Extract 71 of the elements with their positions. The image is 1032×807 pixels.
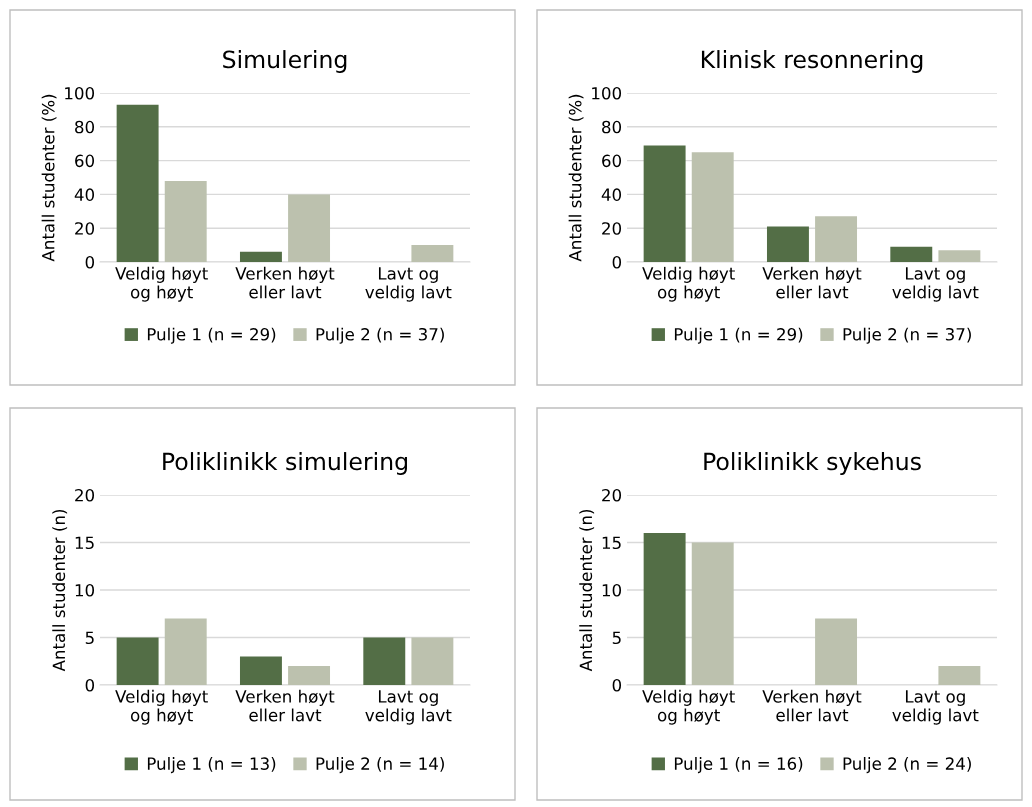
x-tick-label: Lavt og veldig lavt [365, 267, 452, 302]
y-tick-label: 10 [602, 583, 622, 597]
y-tick-label: 0 [612, 678, 622, 692]
x-tick-label: Verken høyt eller lavt [235, 689, 335, 722]
bar [363, 637, 406, 685]
y-tick-label: 10 [75, 583, 95, 597]
y-tick-label: 20 [602, 488, 622, 502]
x-tick-label: Verken høyt eller lavt [762, 689, 862, 722]
y-tick-label: 15 [602, 536, 621, 550]
y-axis-title: Antall studenter (%) [41, 94, 57, 262]
y-tick-label: 40 [74, 188, 95, 201]
bar [239, 251, 282, 262]
bar [411, 637, 454, 685]
y-tick-label: 100 [592, 86, 622, 100]
y-tick-label: 20 [75, 222, 95, 235]
x-tick-label: Lavt og veldig lavt [365, 690, 452, 725]
bar [938, 666, 981, 685]
bar [116, 104, 159, 262]
x-tick-label: Veldig høyt og høyt [642, 689, 735, 725]
bar [890, 246, 933, 262]
y-tick-label: 5 [85, 631, 94, 645]
chart-title: Poliklinikk simulering [163, 452, 407, 475]
y-tick-label: 100 [65, 86, 95, 100]
legend-label: Pulje 2 (n = 24) [843, 757, 971, 774]
bar [164, 180, 207, 262]
bar [691, 542, 734, 685]
bar [116, 637, 159, 685]
bar [815, 618, 858, 685]
y-tick-label: 60 [75, 154, 95, 168]
legend-label: Pulje 1 (n = 29) [147, 327, 276, 344]
y-axis-title: Antall studenter (n) [52, 509, 68, 672]
y-tick-label: 20 [75, 488, 95, 502]
x-tick-label: Veldig høyt og høyt [642, 266, 735, 302]
bar [288, 666, 331, 685]
bar [288, 194, 331, 262]
x-tick-label: Veldig høyt og høyt [115, 689, 208, 725]
legend-label: Pulje 2 (n = 14) [316, 757, 444, 774]
x-tick-label: Veldig høyt og høyt [115, 266, 208, 302]
bar [815, 216, 858, 262]
y-tick-label: 0 [85, 678, 95, 692]
x-tick-label: Verken høyt eller lavt [235, 266, 335, 299]
chart-title: Simulering [223, 50, 347, 73]
legend-label: Pulje 2 (n = 37) [843, 327, 971, 344]
x-tick-label: Lavt og veldig lavt [892, 690, 979, 725]
y-tick-label: 80 [75, 120, 95, 134]
y-axis-title: Antall studenter (n) [579, 509, 595, 672]
bar [411, 245, 454, 262]
bar [766, 226, 809, 262]
chart-title: Klinisk resonnering [701, 50, 923, 73]
y-tick-label: 0 [85, 255, 95, 269]
bar [164, 618, 207, 685]
bar [239, 656, 282, 685]
legend-label: Pulje 1 (n = 13) [147, 757, 276, 774]
y-tick-label: 5 [612, 631, 621, 645]
y-tick-label: 40 [601, 188, 622, 201]
y-tick-label: 0 [612, 255, 622, 269]
y-tick-label: 15 [75, 536, 94, 550]
x-tick-label: Lavt og veldig lavt [892, 267, 979, 302]
bar [938, 250, 981, 262]
y-tick-label: 80 [602, 120, 622, 134]
bar [643, 533, 686, 685]
legend-label: Pulje 1 (n = 29) [674, 327, 803, 344]
x-tick-label: Verken høyt eller lavt [762, 266, 862, 299]
legend-label: Pulje 1 (n = 16) [674, 757, 803, 774]
bar [691, 152, 734, 262]
legend-label: Pulje 2 (n = 37) [316, 327, 444, 344]
y-axis-title: Antall studenter (%) [568, 94, 584, 262]
y-tick-label: 60 [602, 154, 622, 168]
chart-title: Poliklinikk sykehus [704, 452, 921, 475]
y-tick-label: 20 [602, 222, 622, 235]
bar [643, 145, 686, 262]
